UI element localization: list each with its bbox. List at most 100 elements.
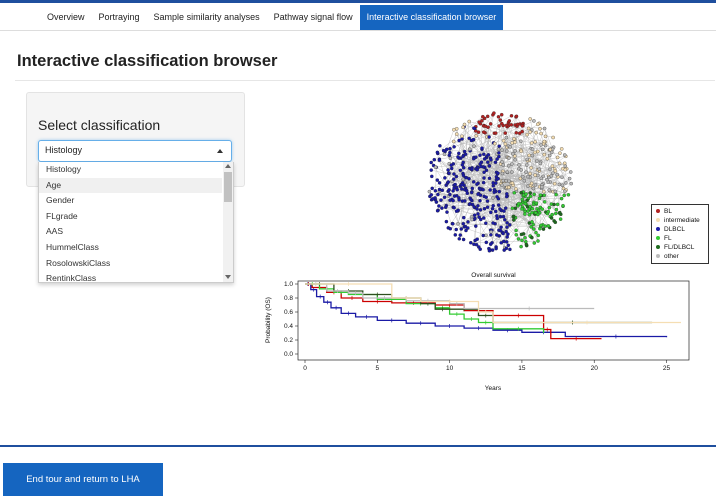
x-axis-label: Years: [485, 385, 502, 392]
network-node: [467, 119, 471, 124]
option-rentinkclass[interactable]: RentinkClass: [46, 273, 97, 283]
network-node: [458, 168, 463, 173]
option-rosolowskiclass[interactable]: RosolowskiClass: [46, 257, 111, 268]
legend-dot-intermediate: [656, 218, 660, 223]
network-node: [503, 206, 508, 210]
network-node: [506, 163, 511, 168]
network-node: [498, 214, 503, 219]
network-node: [512, 191, 517, 195]
network-node: [478, 153, 482, 157]
network-node: [485, 199, 490, 203]
network-node: [431, 197, 435, 201]
network-node: [523, 201, 528, 206]
tab-pathway-signal-flow[interactable]: Pathway signal flow: [273, 12, 353, 22]
tab-interactive-classification[interactable]: Interactive classification browser: [359, 5, 504, 30]
network-node: [560, 183, 565, 187]
network-node: [484, 168, 489, 173]
network-node: [563, 189, 567, 194]
legend-label-dlbcl: DLBCL: [664, 226, 685, 233]
network-node: [558, 151, 562, 155]
network-node: [545, 156, 550, 161]
network-node: [536, 233, 541, 238]
network-node: [493, 131, 498, 135]
tab-sample-similarity[interactable]: Sample similarity analyses: [153, 12, 260, 22]
classification-select[interactable]: Histology: [38, 140, 232, 162]
network-node: [555, 155, 560, 160]
dropdown-scrollbar[interactable]: [223, 162, 233, 282]
end-tour-button[interactable]: End tour and return to LHA: [3, 463, 163, 496]
network-node: [464, 188, 469, 193]
network-node: [527, 212, 532, 217]
network-node: [496, 203, 501, 207]
network-node: [439, 198, 443, 202]
network-node: [513, 157, 517, 162]
network-node: [536, 239, 540, 243]
network-edge: [460, 172, 497, 187]
network-node: [530, 153, 535, 158]
network-node: [461, 177, 465, 182]
network-node: [440, 206, 444, 210]
network-node: [557, 182, 562, 187]
network-node: [472, 242, 476, 247]
network-node: [489, 230, 493, 234]
network-node: [437, 204, 441, 208]
tab-overview[interactable]: Overview: [47, 12, 85, 22]
network-edge: [435, 167, 437, 200]
option-hummelclass[interactable]: HummelClass: [46, 241, 99, 252]
scroll-up-arrow-icon[interactable]: [225, 164, 231, 168]
classification-dropdown[interactable]: Histology Age Gender FLgrade AAS HummelC…: [38, 162, 234, 283]
network-node: [517, 163, 521, 167]
network-node: [464, 228, 468, 233]
network-node: [501, 214, 506, 219]
network-node: [443, 205, 448, 210]
network-node: [444, 147, 449, 152]
network-node: [437, 158, 442, 162]
network-edge: [487, 158, 548, 202]
network-node: [472, 144, 476, 148]
network-node: [505, 221, 509, 225]
network-node: [538, 193, 543, 197]
network-node: [461, 165, 466, 170]
network-node: [486, 160, 490, 164]
network-edge: [467, 193, 507, 249]
network-node: [510, 181, 515, 185]
network-node: [457, 198, 461, 202]
network-node: [470, 217, 474, 222]
network-node: [446, 168, 450, 172]
network-node: [429, 160, 433, 165]
option-flgrade[interactable]: FLgrade: [46, 210, 78, 221]
network-node: [546, 224, 551, 228]
network-node: [461, 237, 466, 242]
network-node: [519, 244, 523, 249]
network-node: [448, 198, 452, 202]
network-node: [554, 211, 558, 216]
scroll-thumb[interactable]: [224, 172, 232, 202]
network-node: [546, 209, 551, 214]
option-histology[interactable]: Histology: [46, 164, 81, 174]
network-node: [432, 157, 437, 162]
network-node: [520, 197, 525, 202]
x-tick-label: 5: [375, 365, 379, 372]
network-node: [504, 240, 509, 244]
network-node: [452, 172, 456, 176]
network-node: [469, 240, 473, 245]
network-node: [498, 228, 503, 233]
tab-portraying[interactable]: Portraying: [98, 12, 140, 22]
scroll-down-arrow-icon[interactable]: [225, 275, 231, 279]
network-node: [482, 206, 487, 211]
network-edge: [484, 183, 572, 197]
option-aas[interactable]: AAS: [46, 226, 64, 237]
network-node: [516, 201, 521, 206]
option-gender[interactable]: Gender: [46, 195, 75, 206]
caret-up-icon[interactable]: [217, 149, 223, 153]
network-node: [538, 126, 542, 131]
network-node: [499, 225, 503, 230]
network-edge: [474, 205, 479, 241]
network-node: [527, 153, 531, 158]
option-age[interactable]: Age: [39, 177, 222, 194]
network-node: [528, 130, 532, 134]
network-node: [512, 218, 516, 222]
network-edge: [463, 157, 491, 186]
sample-network-graph: [427, 111, 573, 253]
network-node: [563, 167, 568, 172]
